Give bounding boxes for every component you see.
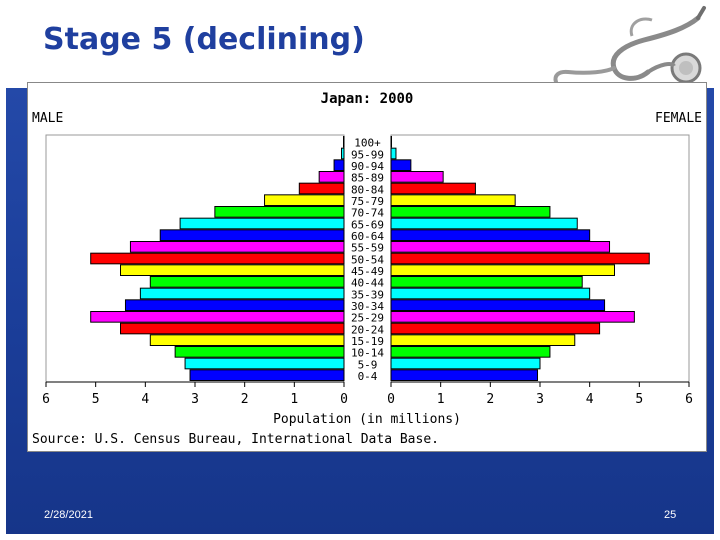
bar-male-10-14 <box>174 346 345 358</box>
x-tick-label: 6 <box>42 392 50 407</box>
x-tick-label: 1 <box>437 392 445 407</box>
bar-female-0-4 <box>390 369 539 382</box>
bar-female-60-64 <box>390 229 591 241</box>
bar-female-20-24 <box>390 322 601 335</box>
x-tick-label: 4 <box>141 392 149 407</box>
slide-date: 2/28/2021 <box>44 509 93 521</box>
x-tick-label: 2 <box>486 392 494 407</box>
bar-female-75-79 <box>390 194 516 207</box>
x-tick-label: 4 <box>586 392 594 407</box>
male-label: MALE <box>32 111 63 126</box>
bar-female-90-94 <box>390 159 412 172</box>
age-group-label: 95-99 <box>351 148 384 161</box>
age-group-label: 70-74 <box>351 207 384 220</box>
x-tick-label: 1 <box>290 392 298 407</box>
chart-source: Source: U.S. Census Bureau, Internationa… <box>32 432 439 447</box>
bar-female-25-29 <box>390 311 635 323</box>
bar-female-80-84 <box>390 182 476 195</box>
age-group-label: 85-89 <box>351 172 384 185</box>
bar-female-35-39 <box>390 287 591 300</box>
age-group-label: 15-19 <box>351 335 384 348</box>
bar-female-50-54 <box>390 252 650 265</box>
age-group-label: 55-59 <box>351 242 384 255</box>
age-group-label: 100+ <box>354 137 381 150</box>
bar-male-35-39 <box>139 287 345 300</box>
bar-male-85-89 <box>318 171 345 183</box>
bar-female-70-74 <box>390 206 551 218</box>
chart-canvas: Japan: 2000 MALE FEMALE 0-45-910-1415-19… <box>32 91 702 447</box>
age-group-label: 0-4 <box>358 370 378 383</box>
age-group-label: 90-94 <box>351 160 384 173</box>
x-tick-label: 5 <box>635 392 643 407</box>
bar-male-70-74 <box>214 206 345 218</box>
slide-title: Stage 5 (declining) <box>43 22 365 57</box>
x-tick-label: 0 <box>340 392 348 407</box>
age-group-label: 20-24 <box>351 323 384 336</box>
bar-male-75-79 <box>264 194 345 207</box>
population-pyramid-chart: Japan: 2000 MALE FEMALE 0-4 5-9 10-14 15-19… <box>27 82 707 452</box>
bar-male-5-9 <box>184 357 345 370</box>
x-tick-label: 3 <box>191 392 199 407</box>
age-group-label: 25-29 <box>351 312 384 325</box>
bar-female-95-99 <box>390 147 397 160</box>
bar-male-25-29 <box>90 311 345 323</box>
bar-male-90-94 <box>333 159 345 172</box>
chart-title: Japan: 2000 <box>321 91 414 107</box>
bar-male-50-54 <box>90 252 345 265</box>
stethoscope-icon <box>553 6 706 84</box>
bar-female-55-59 <box>390 241 611 253</box>
bar-male-20-24 <box>120 322 345 335</box>
bar-female-40-44 <box>390 276 583 288</box>
bar-female-30-34 <box>390 299 606 311</box>
female-label: FEMALE <box>655 111 702 126</box>
slide-page-number: 25 <box>664 509 677 521</box>
age-group-label: 75-79 <box>351 195 384 208</box>
bar-male-45-49 <box>120 264 345 276</box>
bar-male-55-59 <box>129 241 345 253</box>
age-group-label: 30-34 <box>351 300 384 313</box>
x-tick-label: 3 <box>536 392 544 407</box>
age-group-label: 10-14 <box>351 347 384 360</box>
bar-male-40-44 <box>149 276 345 288</box>
age-group-label: 40-44 <box>351 277 384 290</box>
x-tick-label: 0 <box>387 392 395 407</box>
bar-male-80-84 <box>298 182 345 195</box>
age-group-label: 80-84 <box>351 183 384 196</box>
age-group-label: 5-9 <box>358 358 378 371</box>
bar-female-10-14 <box>390 346 551 358</box>
bar-female-5-9 <box>390 357 541 370</box>
bar-female-85-89 <box>390 171 444 183</box>
bar-male-0-4 <box>189 369 345 382</box>
bar-male-15-19 <box>149 334 345 346</box>
x-tick-label: 6 <box>685 392 693 407</box>
bar-male-30-34 <box>124 299 345 311</box>
bar-female-45-49 <box>390 264 615 276</box>
x-tick-label: 2 <box>241 392 249 407</box>
bar-female-65-69 <box>390 217 578 230</box>
bar-female-15-19 <box>390 334 576 346</box>
age-group-label: 35-39 <box>351 288 384 301</box>
age-group-label: 45-49 <box>351 265 384 278</box>
x-axis-label: Population (in millions) <box>273 412 461 427</box>
age-group-label: 50-54 <box>351 253 384 266</box>
bar-male-95-99 <box>341 147 345 160</box>
age-group-label: 65-69 <box>351 218 384 231</box>
age-group-label: 60-64 <box>351 230 384 243</box>
x-tick-label: 5 <box>92 392 100 407</box>
bar-male-60-64 <box>159 229 345 241</box>
bar-male-65-69 <box>179 217 345 230</box>
